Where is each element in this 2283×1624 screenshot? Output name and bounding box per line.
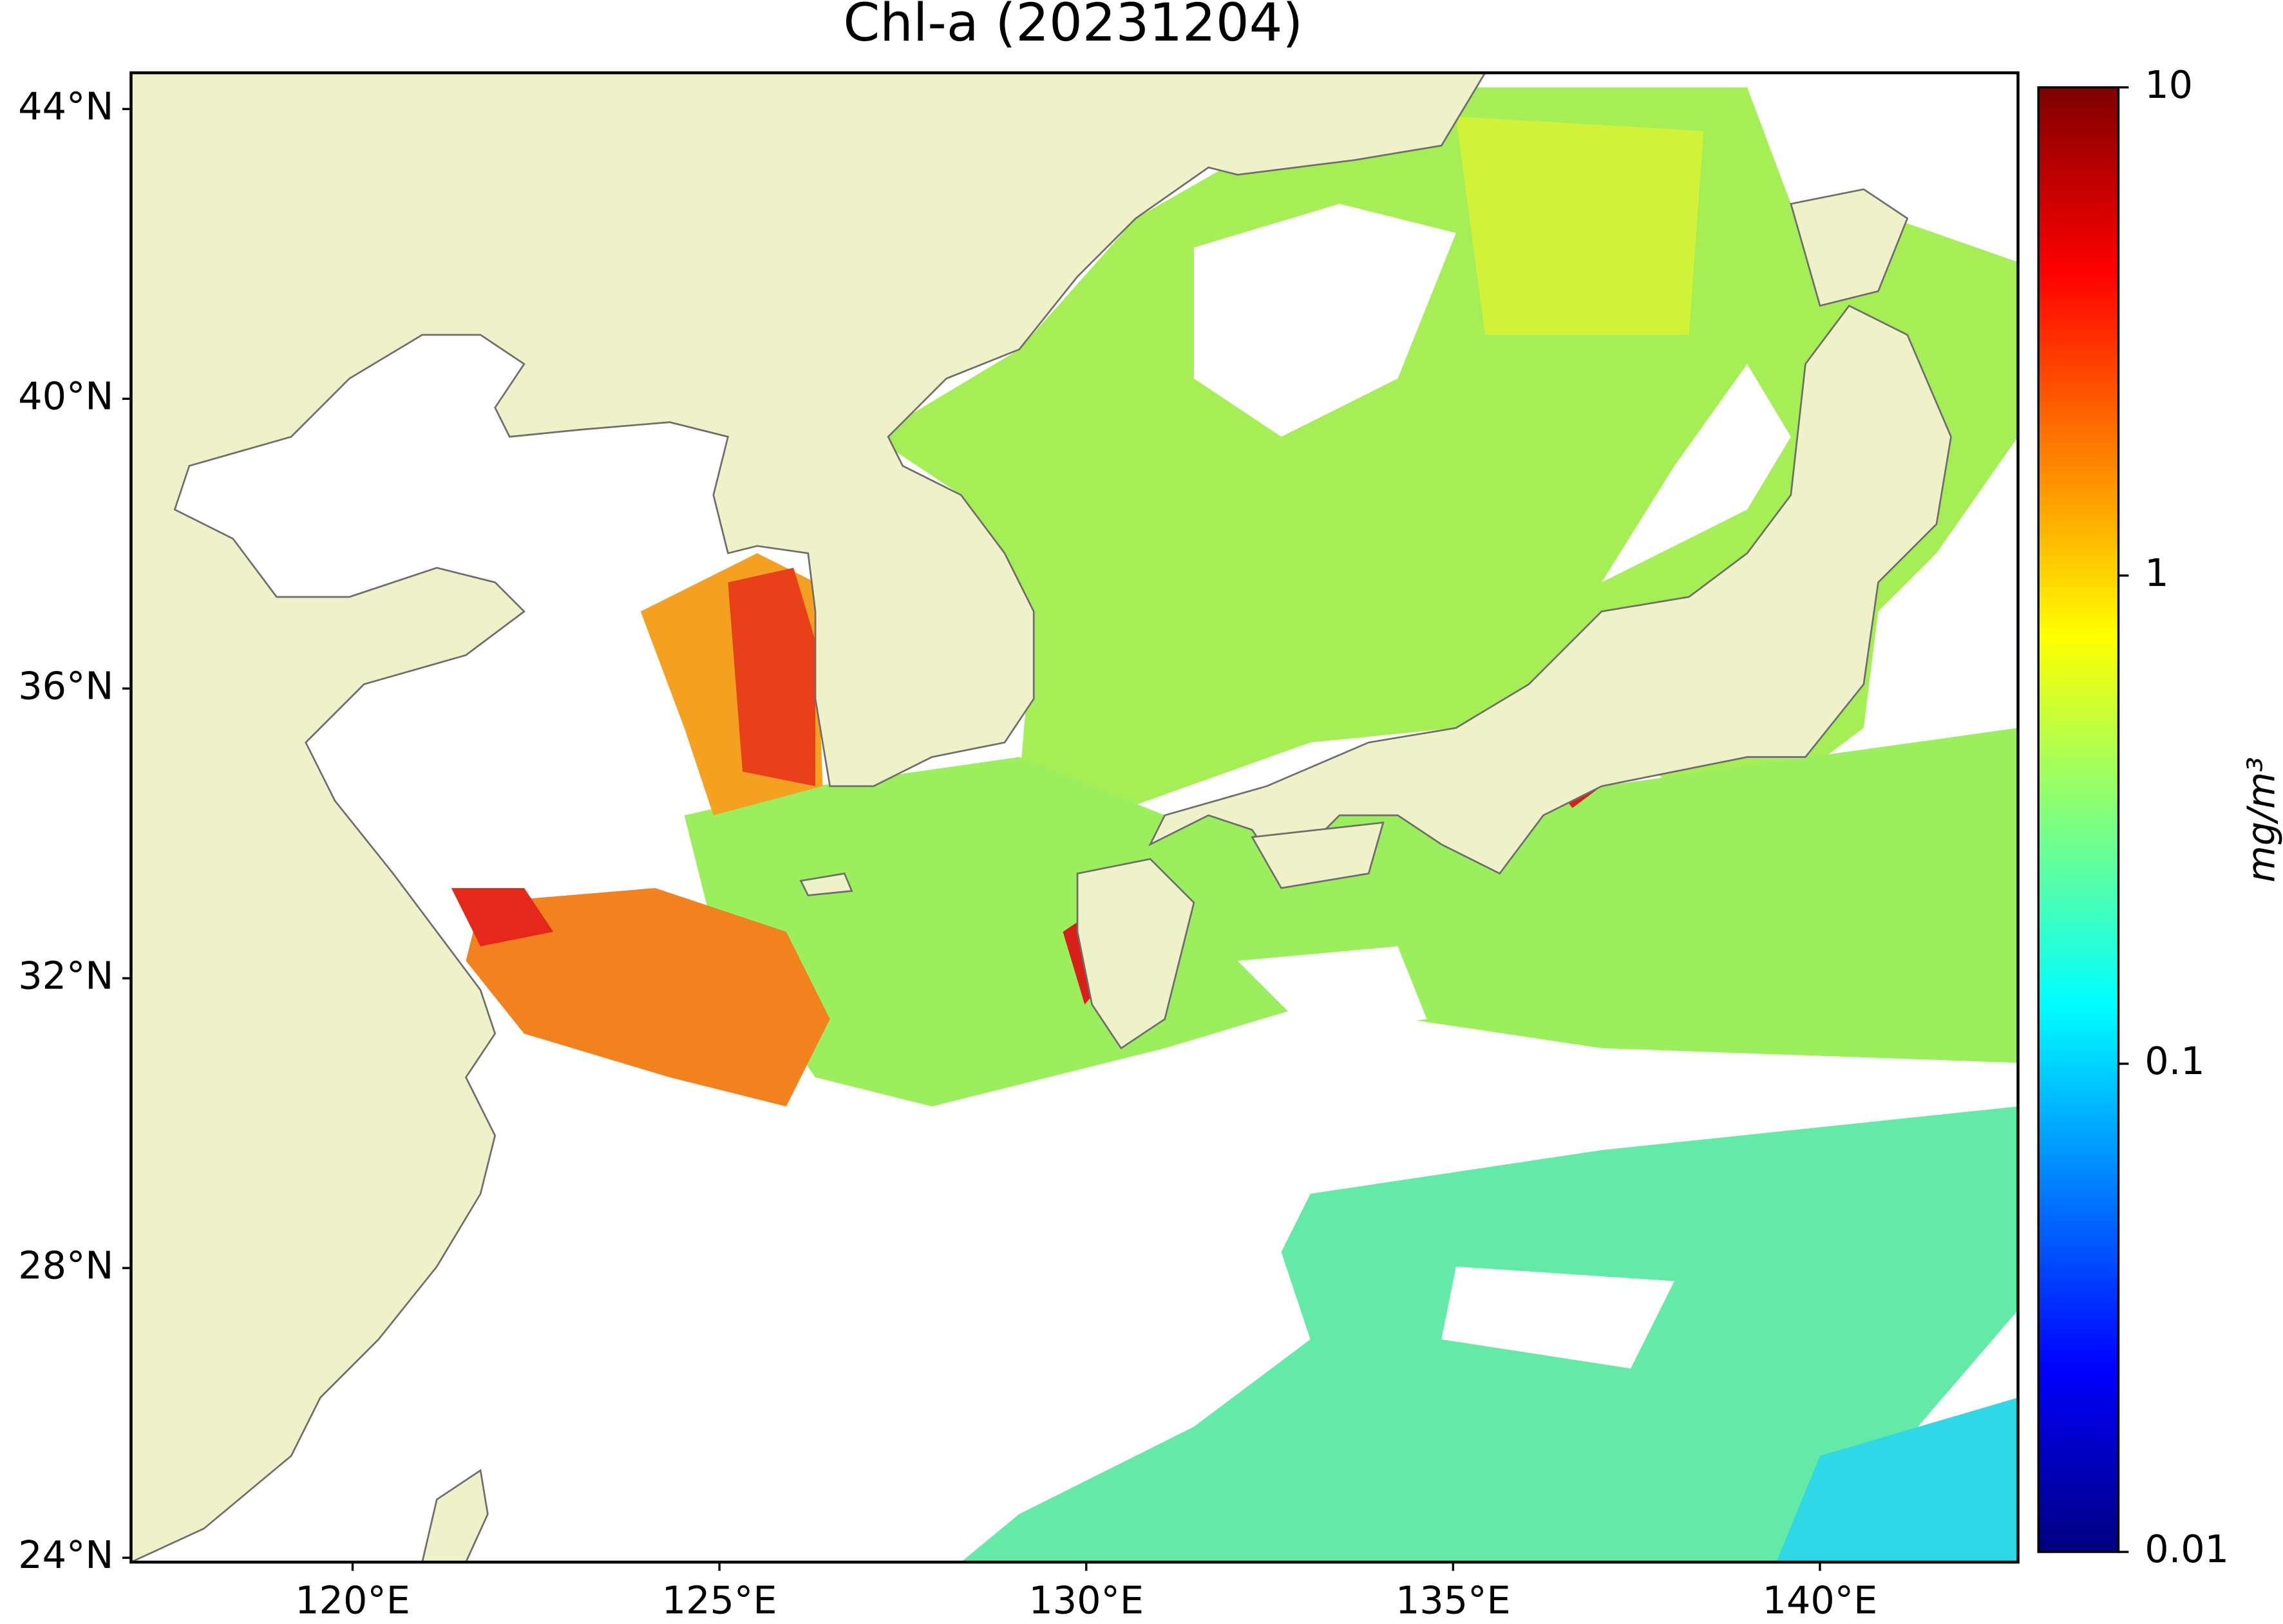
cloud-gap (1193, 203, 1456, 437)
continent (131, 73, 1486, 1562)
map-frame (129, 71, 2020, 1564)
y-tick-label: 36°N (18, 663, 113, 708)
y-tick-label: 32°N (18, 953, 113, 997)
map-body (131, 73, 2018, 1562)
sea-high-chl (466, 888, 830, 1107)
colorbar-tick-label: 10 (2145, 62, 2193, 107)
sea-low-chl (1776, 1397, 2018, 1562)
x-tick-label: 130°E (1028, 1578, 1144, 1622)
colorbar-tick-label: 1 (2145, 551, 2168, 595)
jeju (799, 873, 853, 896)
x-tick-label: 120°E (295, 1578, 410, 1622)
cloud-gap (1601, 364, 1791, 583)
shikoku (1251, 821, 1385, 889)
y-tick-label: 40°N (18, 373, 113, 418)
hokkaido (1790, 188, 1909, 307)
cloud-gap (1441, 1266, 1674, 1369)
y-tick-label: 44°N (18, 84, 113, 128)
map-title: Chl-a (20231204) (843, 0, 1303, 53)
x-tick-label: 125°E (662, 1578, 777, 1622)
land (131, 73, 1952, 1562)
colorbar-frame (2037, 86, 2120, 1553)
sea-very-high-chl (451, 888, 554, 947)
sea-chl-yellow (1455, 116, 1704, 335)
taiwan (421, 1469, 489, 1562)
kyushu (1076, 858, 1195, 1050)
y-tick-label: 24°N (18, 1533, 113, 1577)
y-tick-label: 28°N (18, 1243, 113, 1287)
x-tick-label: 135°E (1396, 1578, 1511, 1622)
colorbar (2038, 87, 2119, 1553)
sea-very-high-chl (728, 567, 816, 786)
x-tick-label: 140°E (1763, 1578, 1878, 1622)
colorbar-tick-label: 0.1 (2145, 1039, 2204, 1083)
cloud-gap (1237, 946, 1427, 1034)
colorbar-tick-label: 0.01 (2145, 1527, 2229, 1571)
sea-south-chl (684, 728, 2018, 1107)
colorbar-label: mg/m³ (2239, 757, 2283, 882)
